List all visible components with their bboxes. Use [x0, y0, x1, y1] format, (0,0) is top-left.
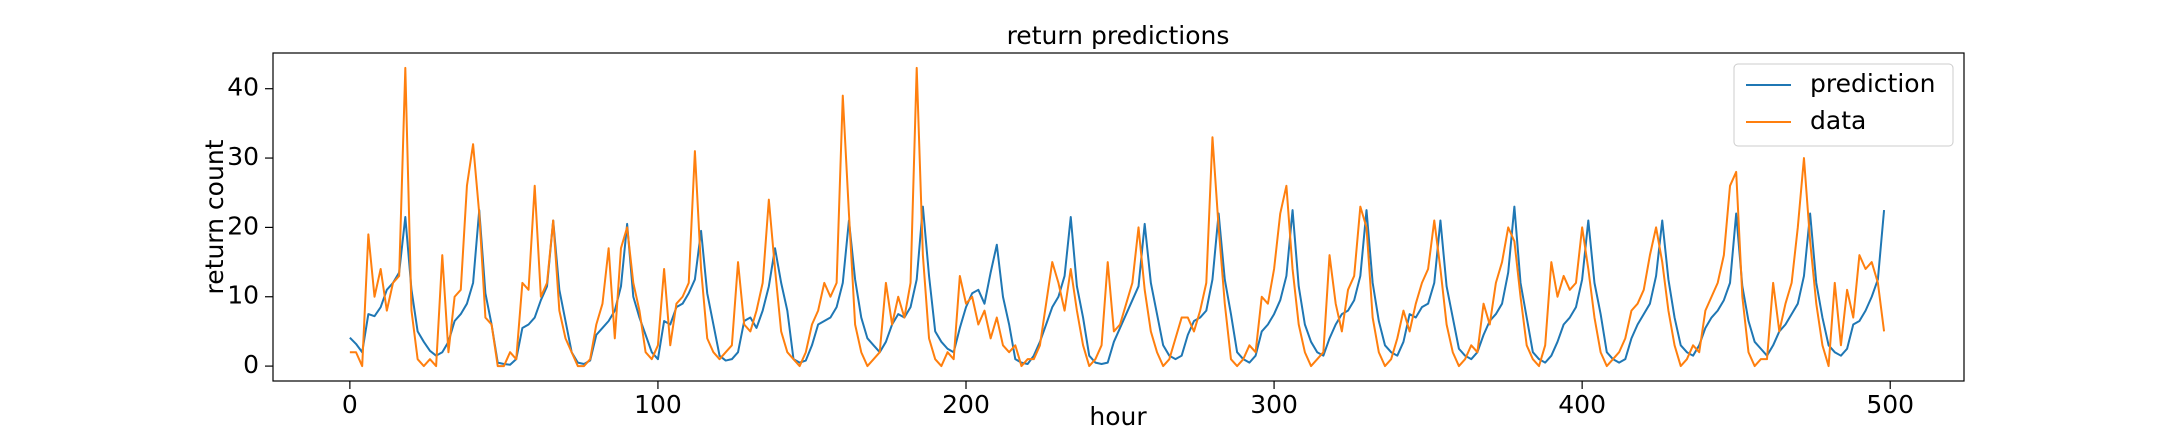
y-tick-label: 40: [227, 73, 259, 102]
legend-label: prediction: [1810, 69, 1935, 98]
chart-title: return predictions: [1007, 21, 1230, 50]
x-tick-label: 0: [342, 390, 358, 419]
x-tick-label: 400: [1558, 390, 1606, 419]
y-tick-label: 10: [227, 281, 259, 310]
y-axis-label: return count: [200, 139, 229, 294]
y-tick-label: 30: [227, 142, 259, 171]
x-tick-label: 500: [1866, 390, 1914, 419]
legend-label: data: [1810, 106, 1866, 135]
x-tick-label: 200: [942, 390, 990, 419]
x-tick-label: 100: [634, 390, 682, 419]
x-axis-label: hour: [1089, 402, 1147, 431]
y-tick-label: 20: [227, 211, 259, 240]
series-line: [349, 66, 1886, 368]
plot-frame: [272, 52, 1965, 382]
x-tick-label: 300: [1250, 390, 1298, 419]
series-line: [349, 205, 1886, 366]
y-tick-label: 0: [243, 350, 259, 379]
